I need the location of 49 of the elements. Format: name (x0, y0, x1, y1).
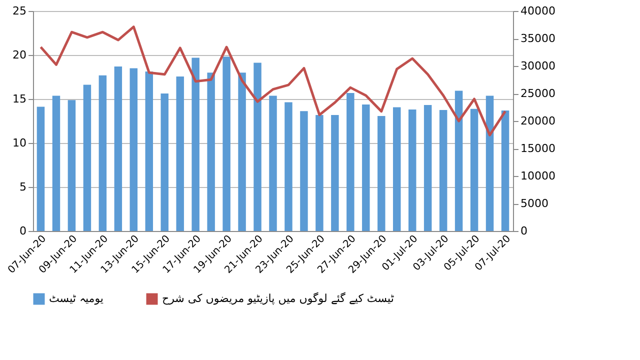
bar (68, 100, 76, 231)
y2-tick-label: 10000 (520, 170, 556, 182)
bar (269, 96, 277, 231)
bar (300, 111, 308, 231)
bar (408, 109, 416, 231)
bar (439, 110, 448, 231)
bar (130, 68, 138, 231)
bar (470, 108, 478, 231)
y2-tick-label: 40000 (520, 4, 556, 18)
bar (176, 76, 184, 231)
y-tick-label: 10 (12, 136, 26, 150)
bar (346, 92, 354, 231)
y2-tick-label: 20000 (520, 114, 556, 128)
bar (145, 72, 153, 231)
bar (207, 72, 215, 231)
y2-tick-label: 15000 (520, 142, 556, 155)
bar (254, 62, 262, 231)
bar (160, 94, 168, 231)
bar (36, 106, 45, 231)
bar (238, 72, 246, 231)
bar (52, 96, 60, 231)
bar (316, 114, 324, 231)
bar (83, 84, 92, 231)
bar (378, 116, 386, 231)
y-tick-label: 0 (20, 224, 26, 238)
legend-label: یومیہ ٹیسٹ (49, 292, 104, 305)
bar (424, 105, 432, 231)
legend-label: ٹیسٹ کیے گئے لوگوں میں پازیٹیو مریضوں کی شرح (162, 292, 395, 305)
bar (192, 58, 200, 231)
y2-tick-label: 0 (520, 224, 528, 238)
y2-tick-label: 25000 (520, 87, 556, 100)
bar (114, 66, 122, 231)
y-tick-label: 25 (12, 4, 26, 18)
y-tick-label: 20 (12, 48, 26, 62)
bar (98, 75, 107, 231)
y-tick-label: 15 (12, 92, 26, 106)
bar (284, 102, 292, 231)
y2-tick-label: 35000 (520, 32, 556, 45)
bar (222, 56, 230, 231)
y2-tick-label: 5000 (520, 197, 548, 210)
bar (501, 110, 510, 231)
bar (486, 96, 494, 231)
bar (393, 107, 401, 231)
y2-tick-label: 30000 (520, 60, 556, 72)
bar (362, 104, 370, 231)
line-series (39, 26, 507, 136)
bar (331, 114, 339, 231)
bar (454, 90, 463, 231)
y-tick-label: 5 (20, 180, 26, 194)
